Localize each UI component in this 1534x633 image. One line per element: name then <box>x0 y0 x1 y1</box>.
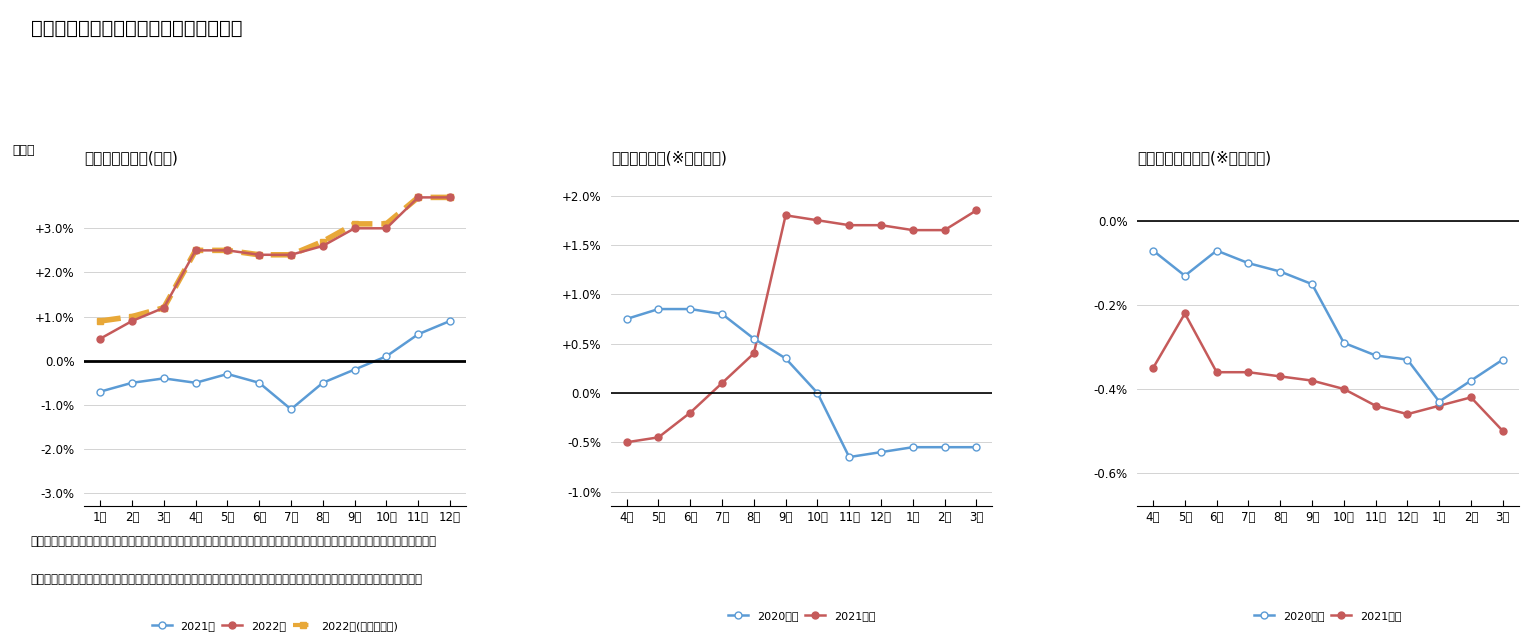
Text: （注１）　年金額の改定には共済年金の標準報酬や加入者数も影響するが、月次の状況を把握できないため共済以外を参照した。: （注１） 年金額の改定には共済年金の標準報酬や加入者数も影響するが、月次の状況を… <box>31 535 437 548</box>
Legend: 2020年度, 2021年度: 2020年度, 2021年度 <box>724 606 879 625</box>
Text: 図表５　年金額改定に関係する経済動向: 図表５ 年金額改定に関係する経済動向 <box>31 19 242 38</box>
Text: （資料）　総務省統計局「消費者物価指数」、厚生労働省年金局「厚生年金保険・国民年金事業状況（事業月報）」（各月）: （資料） 総務省統計局「消費者物価指数」、厚生労働省年金局「厚生年金保険・国民年… <box>31 573 423 586</box>
Text: 標準報酬月額(※共済以外): 標準報酬月額(※共済以外) <box>611 151 727 166</box>
Y-axis label: 前年比: 前年比 <box>12 144 35 158</box>
Legend: 2020年度, 2021年度: 2020年度, 2021年度 <box>1250 606 1407 625</box>
Text: 公的年金加入者数(※共済以外): 公的年金加入者数(※共済以外) <box>1137 151 1272 166</box>
Text: 消費者物価指数(総合): 消費者物価指数(総合) <box>84 151 178 166</box>
Legend: 2021年, 2022年, 2022年(弊社見通し): 2021年, 2022年, 2022年(弊社見通し) <box>147 616 403 633</box>
